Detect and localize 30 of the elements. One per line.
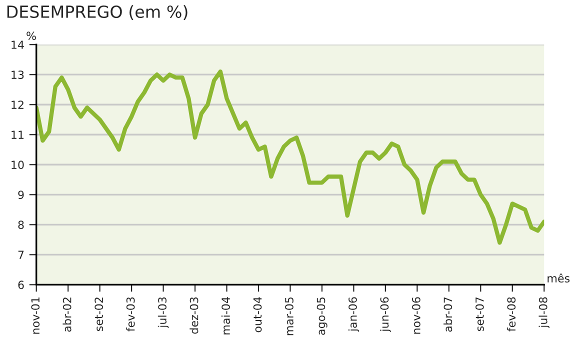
y-tick-label: 6 [18,280,24,290]
chart-title: DESEMPREGO (em %) [7,5,188,20]
x-tick-label: fev-08 [507,297,516,332]
x-tick-label: set-02 [94,298,104,332]
y-tick-label: 10 [12,160,24,170]
x-tick-label: set-07 [475,297,484,332]
x-tick-label: abr-02 [62,298,72,332]
line-series [36,70,544,245]
y-tick-label: 14 [12,40,24,49]
x-tick-label: mar-05 [285,297,294,336]
x-tick-label: jul-03 [158,297,169,328]
x-axis-title: mês [548,273,570,283]
x-tick-label: nov-06 [412,297,420,334]
x-tick-label: ago-05 [316,297,328,335]
x-tick-label: fev-03 [126,297,135,332]
x-tick-label: nov-01 [31,298,40,334]
x-tick-label: mai-04 [221,297,230,334]
x-tick-label: jul-08 [538,297,550,328]
y-axis-title: % [26,32,36,40]
y-tick-label: 8 [18,220,24,230]
x-tick-label: jan-06 [348,297,360,332]
x-tick-label: jun-06 [380,297,391,332]
y-tick-label: 13 [12,70,24,79]
y-tick-label: 7 [18,250,24,259]
y-tick-label: 9 [18,190,24,200]
x-tick-label: abr-07 [444,297,452,332]
y-tick-label: 11 [12,130,24,139]
x-tick-label: out-04 [253,297,262,332]
y-tick-label: 12 [12,100,24,109]
x-tick-label: dez-03 [190,297,198,334]
